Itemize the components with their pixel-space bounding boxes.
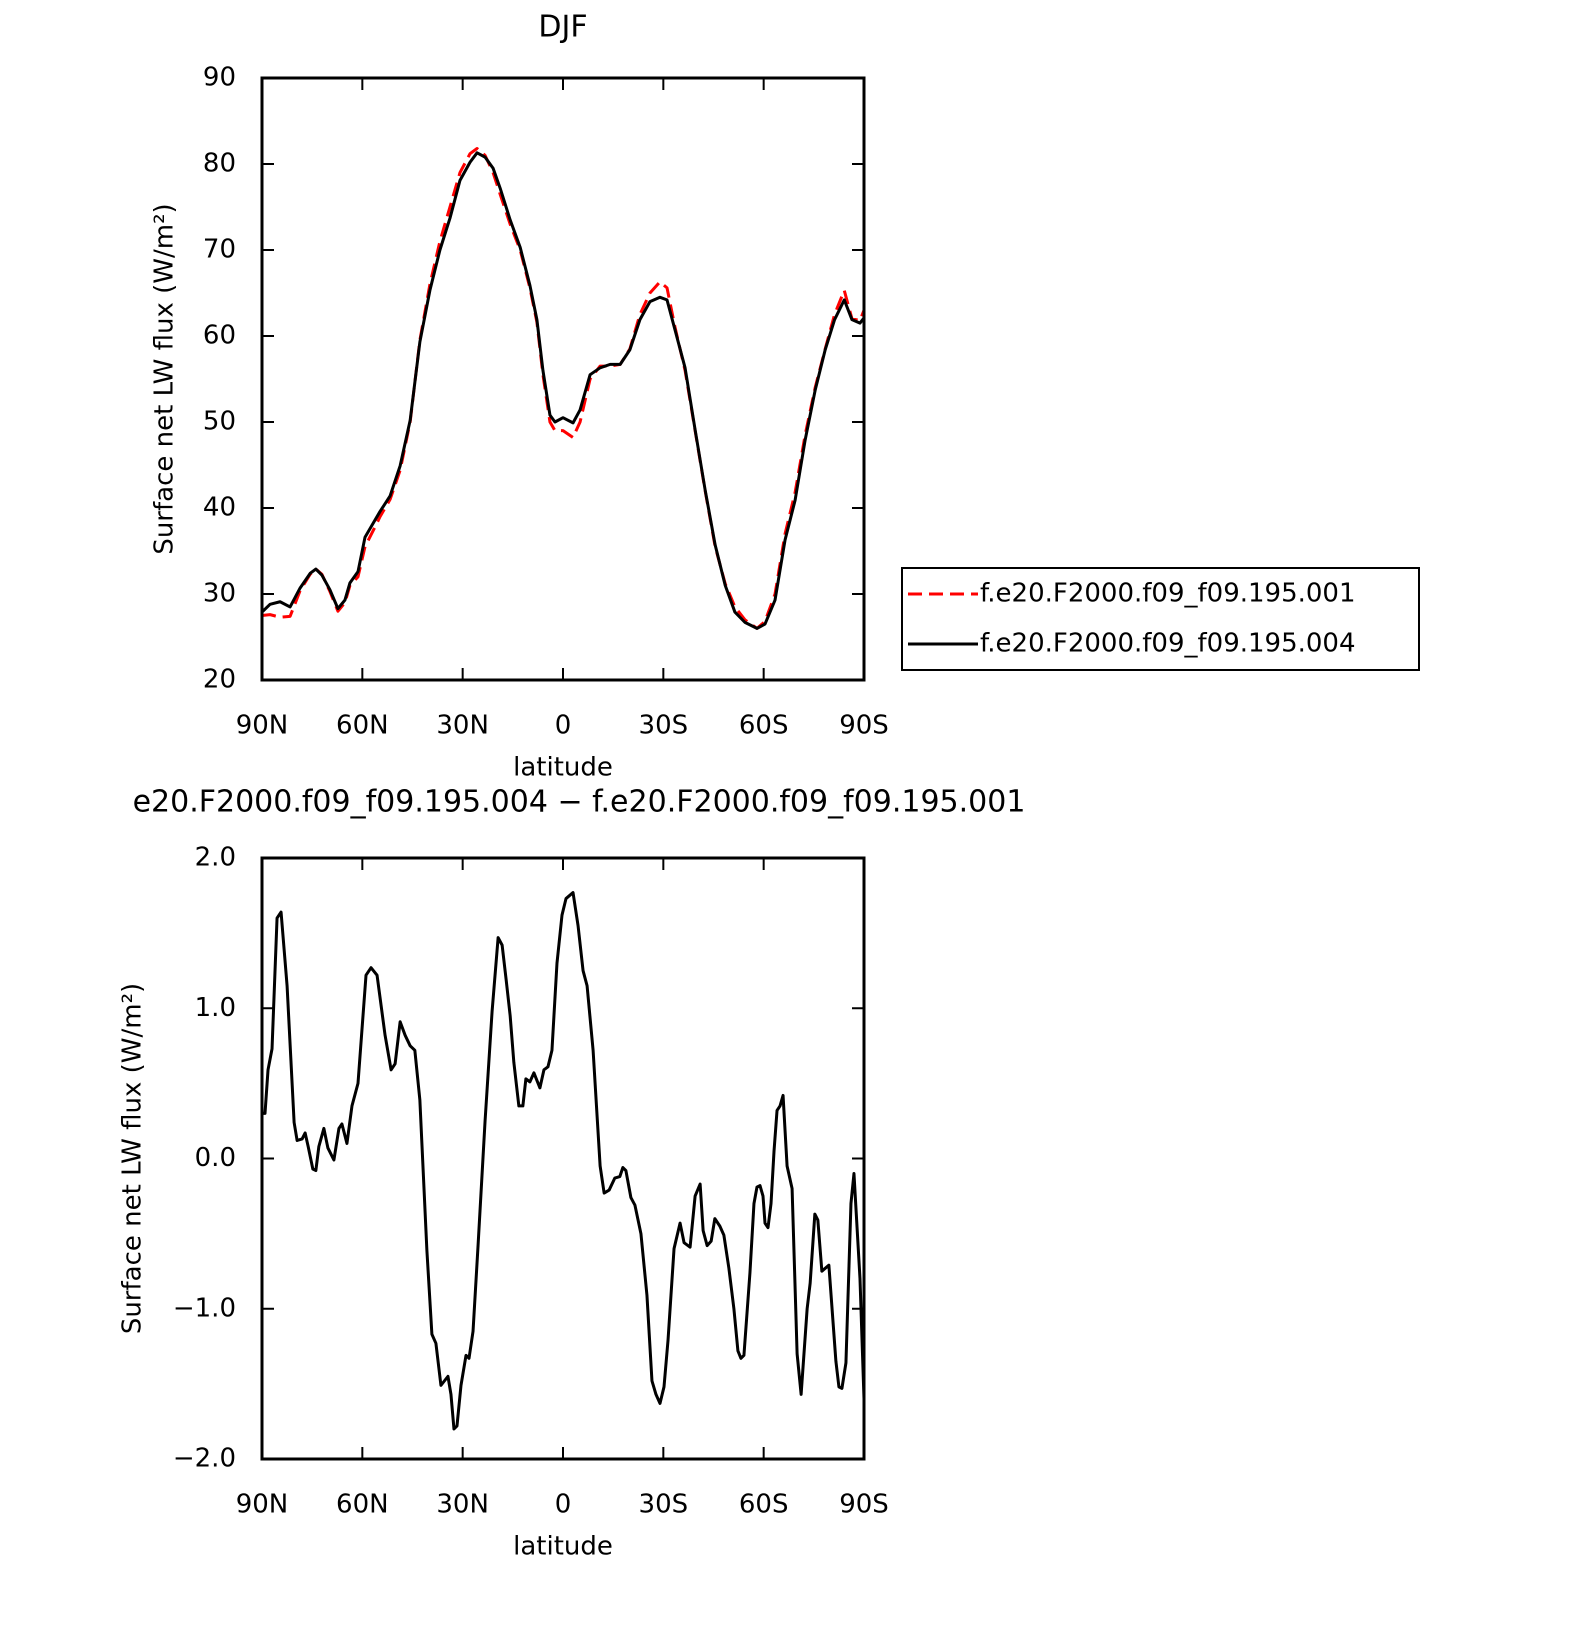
x-tick-label: 30S (639, 711, 689, 741)
y-tick-label: −2.0 (173, 1444, 236, 1474)
legend-box (901, 567, 1420, 671)
data-line (261, 147, 866, 630)
x-tick-label: 60N (336, 711, 389, 741)
y-tick-label: 70 (203, 235, 236, 265)
chart-title: DJF (538, 10, 587, 45)
y-tick-label: 40 (203, 493, 236, 523)
y-tick-label: −1.0 (173, 1293, 236, 1323)
x-tick-label: 90N (236, 1490, 289, 1520)
y-tick-label: 90 (203, 63, 236, 93)
x-tick-label: 60S (739, 711, 789, 741)
y-tick-label: 0.0 (195, 1143, 236, 1173)
data-line (260, 151, 866, 630)
x-tick-label: 90S (839, 1490, 889, 1520)
x-tick-label: 60S (739, 1490, 789, 1520)
chart-title: e20.F2000.f09_f09.195.004 − f.e20.F2000.… (133, 785, 1026, 820)
y-tick-label: 30 (203, 579, 236, 609)
x-tick-label: 30N (436, 1490, 489, 1520)
x-axis-label: latitude (513, 753, 613, 783)
x-tick-label: 0 (555, 1490, 572, 1520)
y-axis-label: Surface net LW flux (W/m²) (118, 983, 148, 1334)
x-tick-label: 90S (839, 711, 889, 741)
x-tick-label: 60N (336, 1490, 389, 1520)
x-axis-label: latitude (513, 1532, 613, 1562)
x-tick-label: 30S (639, 1490, 689, 1520)
y-tick-label: 60 (203, 321, 236, 351)
plot-frame (260, 76, 866, 682)
y-tick-label: 20 (203, 665, 236, 695)
x-tick-label: 30N (436, 711, 489, 741)
y-tick-label: 2.0 (195, 843, 236, 873)
plot-frame (260, 856, 866, 1461)
legend-label: f.e20.F2000.f09_f09.195.001 (980, 579, 1356, 609)
y-axis-label: Surface net LW flux (W/m²) (150, 203, 180, 554)
y-tick-label: 80 (203, 149, 236, 179)
legend-label: f.e20.F2000.f09_f09.195.004 (980, 629, 1356, 659)
x-tick-label: 0 (555, 711, 572, 741)
x-tick-label: 90N (236, 711, 289, 741)
y-tick-label: 50 (203, 407, 236, 437)
data-line (262, 891, 866, 1431)
y-tick-label: 1.0 (195, 993, 236, 1023)
